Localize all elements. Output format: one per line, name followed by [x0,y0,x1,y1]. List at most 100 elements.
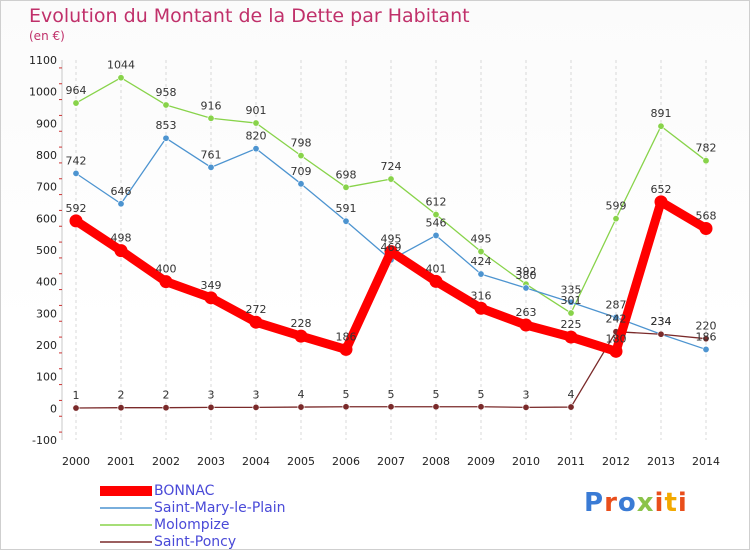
x-tick-label: 2011 [557,455,585,468]
data-point [162,101,170,109]
data-point [162,134,170,142]
data-point [477,248,485,256]
x-tick-label: 2014 [692,455,720,468]
data-point [564,330,578,344]
x-tick-label: 2005 [287,455,315,468]
data-label: 220 [696,320,717,333]
data-label: 225 [561,318,582,331]
data-label: 5 [343,388,350,401]
data-label: 3 [253,388,260,401]
logo-letter: P [584,488,605,518]
data-label: 242 [606,313,627,326]
data-label: 964 [66,84,87,97]
data-point [159,275,173,289]
data-point [519,318,533,332]
data-label: 349 [201,279,222,292]
data-label: 186 [696,330,717,343]
data-label: 546 [426,216,447,229]
data-label: 400 [156,263,177,276]
data-point [432,403,440,411]
data-label: 392 [516,265,537,278]
data-point [339,342,353,356]
data-point [249,315,263,329]
data-label: 916 [201,99,222,112]
data-label: 958 [156,86,177,99]
data-label: 709 [291,165,312,178]
data-label: 820 [246,130,267,143]
x-tick-label: 2013 [647,455,675,468]
data-point [207,163,215,171]
legend-item-saint-poncy: Saint-Poncy [100,533,286,550]
data-point [342,183,350,191]
x-tick-label: 2007 [377,455,405,468]
proxiti-logo: Proxiti [584,488,688,518]
data-point [342,403,350,411]
data-point [657,330,665,338]
data-point [207,114,215,122]
data-label: 652 [651,183,672,196]
data-point [207,403,215,411]
data-label: 2 [163,389,170,402]
data-point [702,335,710,343]
data-point [477,270,485,278]
data-point [297,180,305,188]
logo-letter: i [654,488,665,518]
legend-label: BONNAC [154,482,215,499]
data-point [432,211,440,219]
data-label: 469 [381,241,402,254]
data-point [297,152,305,160]
data-label: 612 [426,196,447,209]
data-label: 424 [471,255,492,268]
data-point [72,404,80,412]
data-label: 4 [568,388,575,401]
data-label: 287 [606,298,627,311]
y-tick-label: -100 [32,434,57,447]
data-label: 495 [381,233,402,246]
data-point [522,403,530,411]
logo-letter: r [604,488,618,518]
y-tick-label: 200 [36,339,57,352]
legend-item-molompize: Molompize [100,516,286,533]
data-label: 1 [73,389,80,402]
data-point [294,329,308,343]
data-point [567,298,575,306]
x-tick-label: 2003 [197,455,225,468]
data-label: 782 [696,142,717,155]
data-point [69,214,83,228]
data-point [477,403,485,411]
y-tick-label: 100 [36,371,57,384]
legend-item-saint-mary-le-plain: Saint-Mary-le-Plain [100,499,286,516]
data-label: 891 [651,107,672,120]
data-point [117,200,125,208]
logo-letter: x [636,488,655,518]
data-label: 263 [516,306,537,319]
data-point [474,301,488,315]
data-point [387,403,395,411]
logo-letter: o [617,488,637,518]
data-label: 4 [298,388,305,401]
data-point [522,284,530,292]
data-label: 592 [66,202,87,215]
x-tick-label: 2004 [242,455,270,468]
data-label: 234 [651,315,672,328]
x-tick-label: 2008 [422,455,450,468]
x-tick-label: 2010 [512,455,540,468]
data-point [252,119,260,127]
y-tick-label: 400 [36,276,57,289]
data-label: 742 [66,154,87,167]
data-point [252,403,260,411]
data-point [654,195,668,209]
y-tick-label: 0 [50,402,57,415]
legend-swatch-saint-poncy [100,540,152,543]
x-tick-label: 2006 [332,455,360,468]
data-label: 316 [471,289,492,302]
data-label: 798 [291,137,312,150]
data-label: 380 [516,269,537,282]
data-label: 5 [388,388,395,401]
data-point [384,245,398,259]
data-label: 401 [426,262,447,275]
data-label: 568 [696,209,717,222]
data-label: 1044 [107,59,135,72]
data-label: 3 [523,388,530,401]
chart-title: Evolution du Montant de la Dette par Hab… [29,5,470,27]
